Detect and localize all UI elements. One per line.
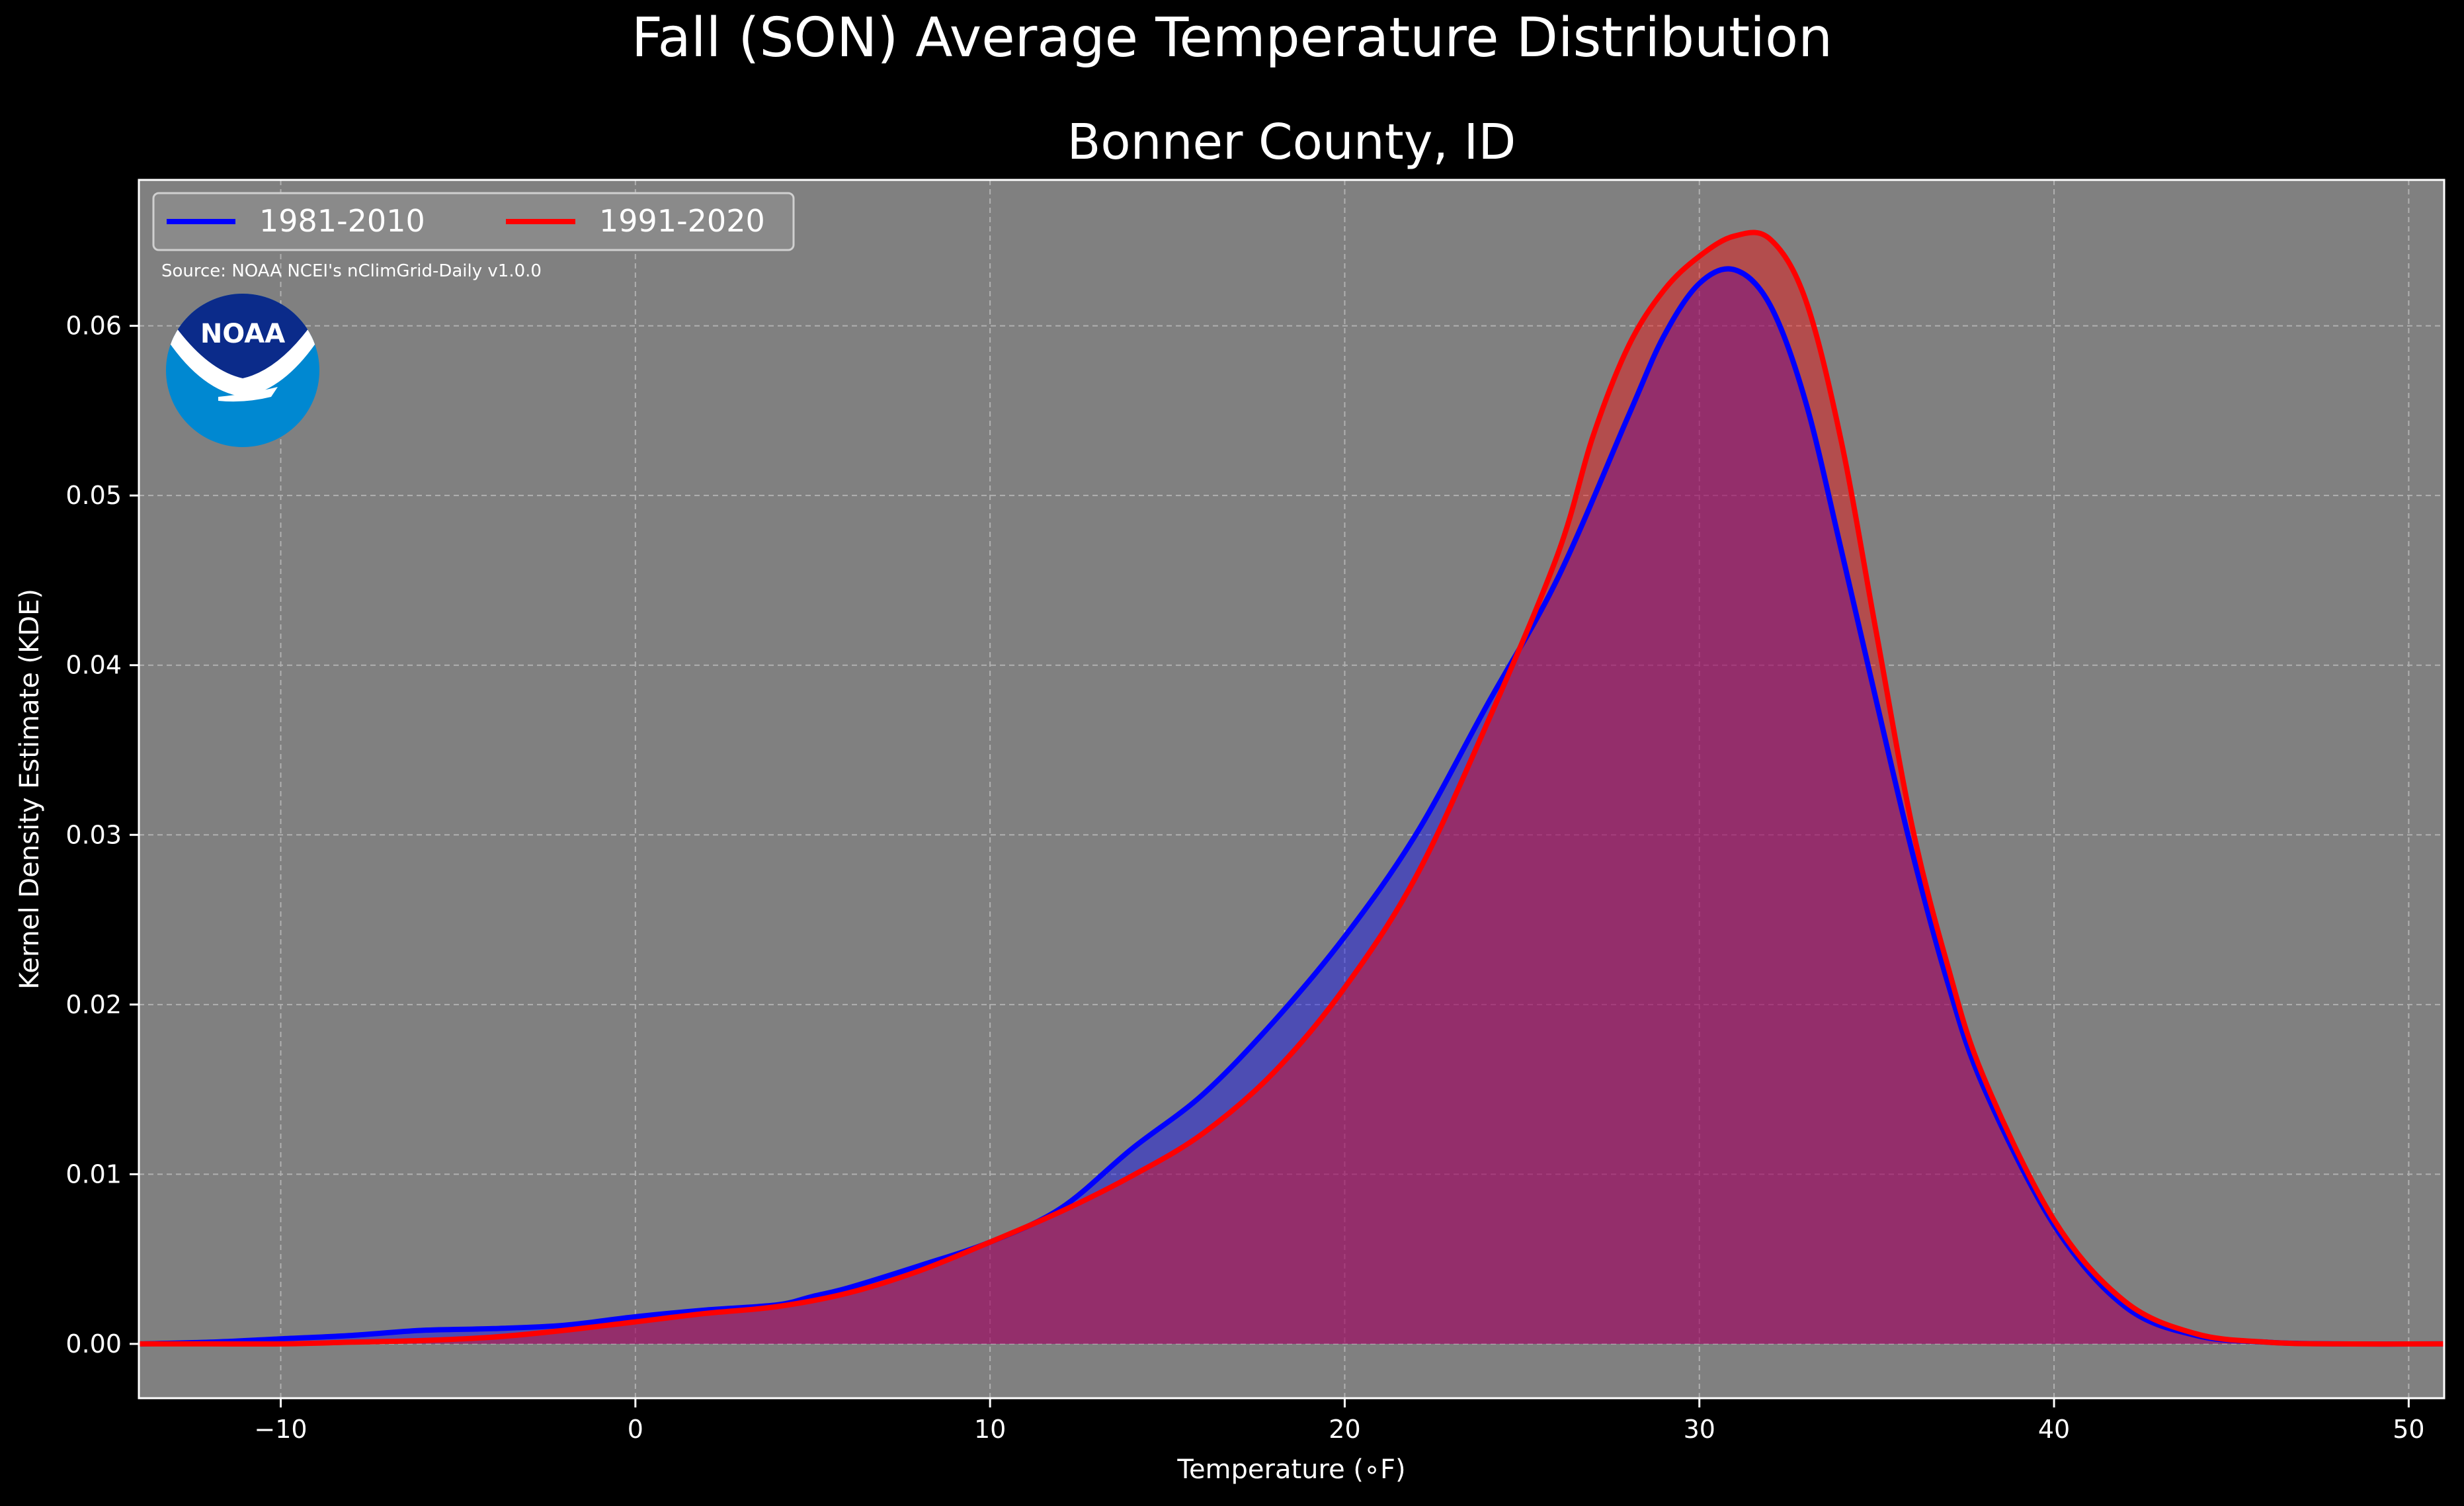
plot-frame	[138, 179, 2445, 1400]
y-tick-label: 0.03	[65, 820, 122, 849]
series-fills	[139, 232, 2444, 1345]
plot-area	[139, 180, 2444, 1398]
x-tick-label: 30	[1684, 1415, 1715, 1444]
legend-box	[152, 192, 795, 251]
legend[interactable]: 1981-2010 1991-2020	[152, 192, 795, 251]
series-fill-1981-2010	[139, 269, 2444, 1345]
series-line-1991-2020	[139, 230, 2445, 1347]
x-axis: −10 0 10 20 30 40 50	[254, 1398, 2425, 1444]
chart-title: Fall (SON) Average Temperature Distribut…	[632, 7, 1832, 69]
series-line-1981-2010	[138, 266, 2445, 1347]
y-tick-label: 0.05	[65, 481, 122, 510]
y-tick-label: 0.06	[65, 312, 122, 341]
x-tick-label: 50	[2393, 1415, 2424, 1444]
noaa-logo: NOAA	[166, 294, 319, 447]
x-tick-label: 10	[974, 1415, 1006, 1444]
y-axis-label: Kernel Density Estimate (KDE)	[15, 589, 45, 989]
legend-label-1991-2020: 1991-2020	[599, 203, 765, 239]
y-tick-label: 0.02	[65, 990, 122, 1019]
series-fill-1991-2020	[139, 232, 2444, 1345]
y-tick-label: 0.01	[65, 1159, 122, 1189]
x-tick-label: 40	[2038, 1415, 2070, 1444]
y-tick-label: 0.04	[65, 651, 122, 680]
x-tick-label: 0	[628, 1415, 643, 1444]
series-lines	[138, 230, 2445, 1347]
y-axis: 0.00 0.01 0.02 0.03 0.04 0.05 0.06	[65, 312, 139, 1359]
y-tick-label: 0.00	[65, 1329, 122, 1359]
noaa-logo-text: NOAA	[200, 319, 285, 349]
x-tick-label: −10	[254, 1415, 307, 1444]
chart-subtitle: Bonner County, ID	[1067, 114, 1516, 171]
legend-label-1981-2010: 1981-2010	[259, 203, 425, 239]
x-tick-label: 20	[1329, 1415, 1360, 1444]
source-note: Source: NOAA NCEI's nClimGrid-Daily v1.0…	[161, 261, 542, 281]
x-axis-label: Temperature (∘F)	[1176, 1454, 1405, 1485]
